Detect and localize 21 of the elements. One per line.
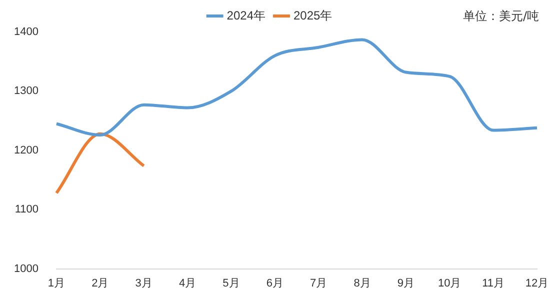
y-tick-label: 1300 [14, 85, 38, 98]
x-tick-label: 1月 [48, 277, 66, 290]
y-tick-label: 1400 [14, 26, 38, 38]
x-tick-label: 5月 [222, 277, 240, 290]
x-tick-label: 2月 [92, 277, 109, 290]
x-tick-label: 11月 [482, 277, 505, 290]
x-tick-label: 4月 [178, 277, 196, 290]
x-tick-label: 7月 [310, 277, 328, 290]
y-tick-label: 1200 [14, 144, 38, 156]
y-tick-label: 1100 [14, 204, 38, 216]
y-tick-label: 1000 [14, 262, 38, 275]
x-tick-label: 12月 [525, 277, 549, 290]
x-tick-label: 9月 [397, 277, 415, 290]
legend-label: 2024年 [226, 8, 266, 22]
legend-label: 2025年 [294, 8, 332, 22]
x-tick-label: 10月 [438, 277, 462, 290]
line-series [54, 38, 538, 137]
text: 单位：美元/吨 [462, 8, 539, 25]
x-tick-label: 8月 [354, 277, 371, 290]
x-tick-label: 6月 [266, 277, 284, 290]
x-tick-label: 3月 [135, 277, 152, 290]
